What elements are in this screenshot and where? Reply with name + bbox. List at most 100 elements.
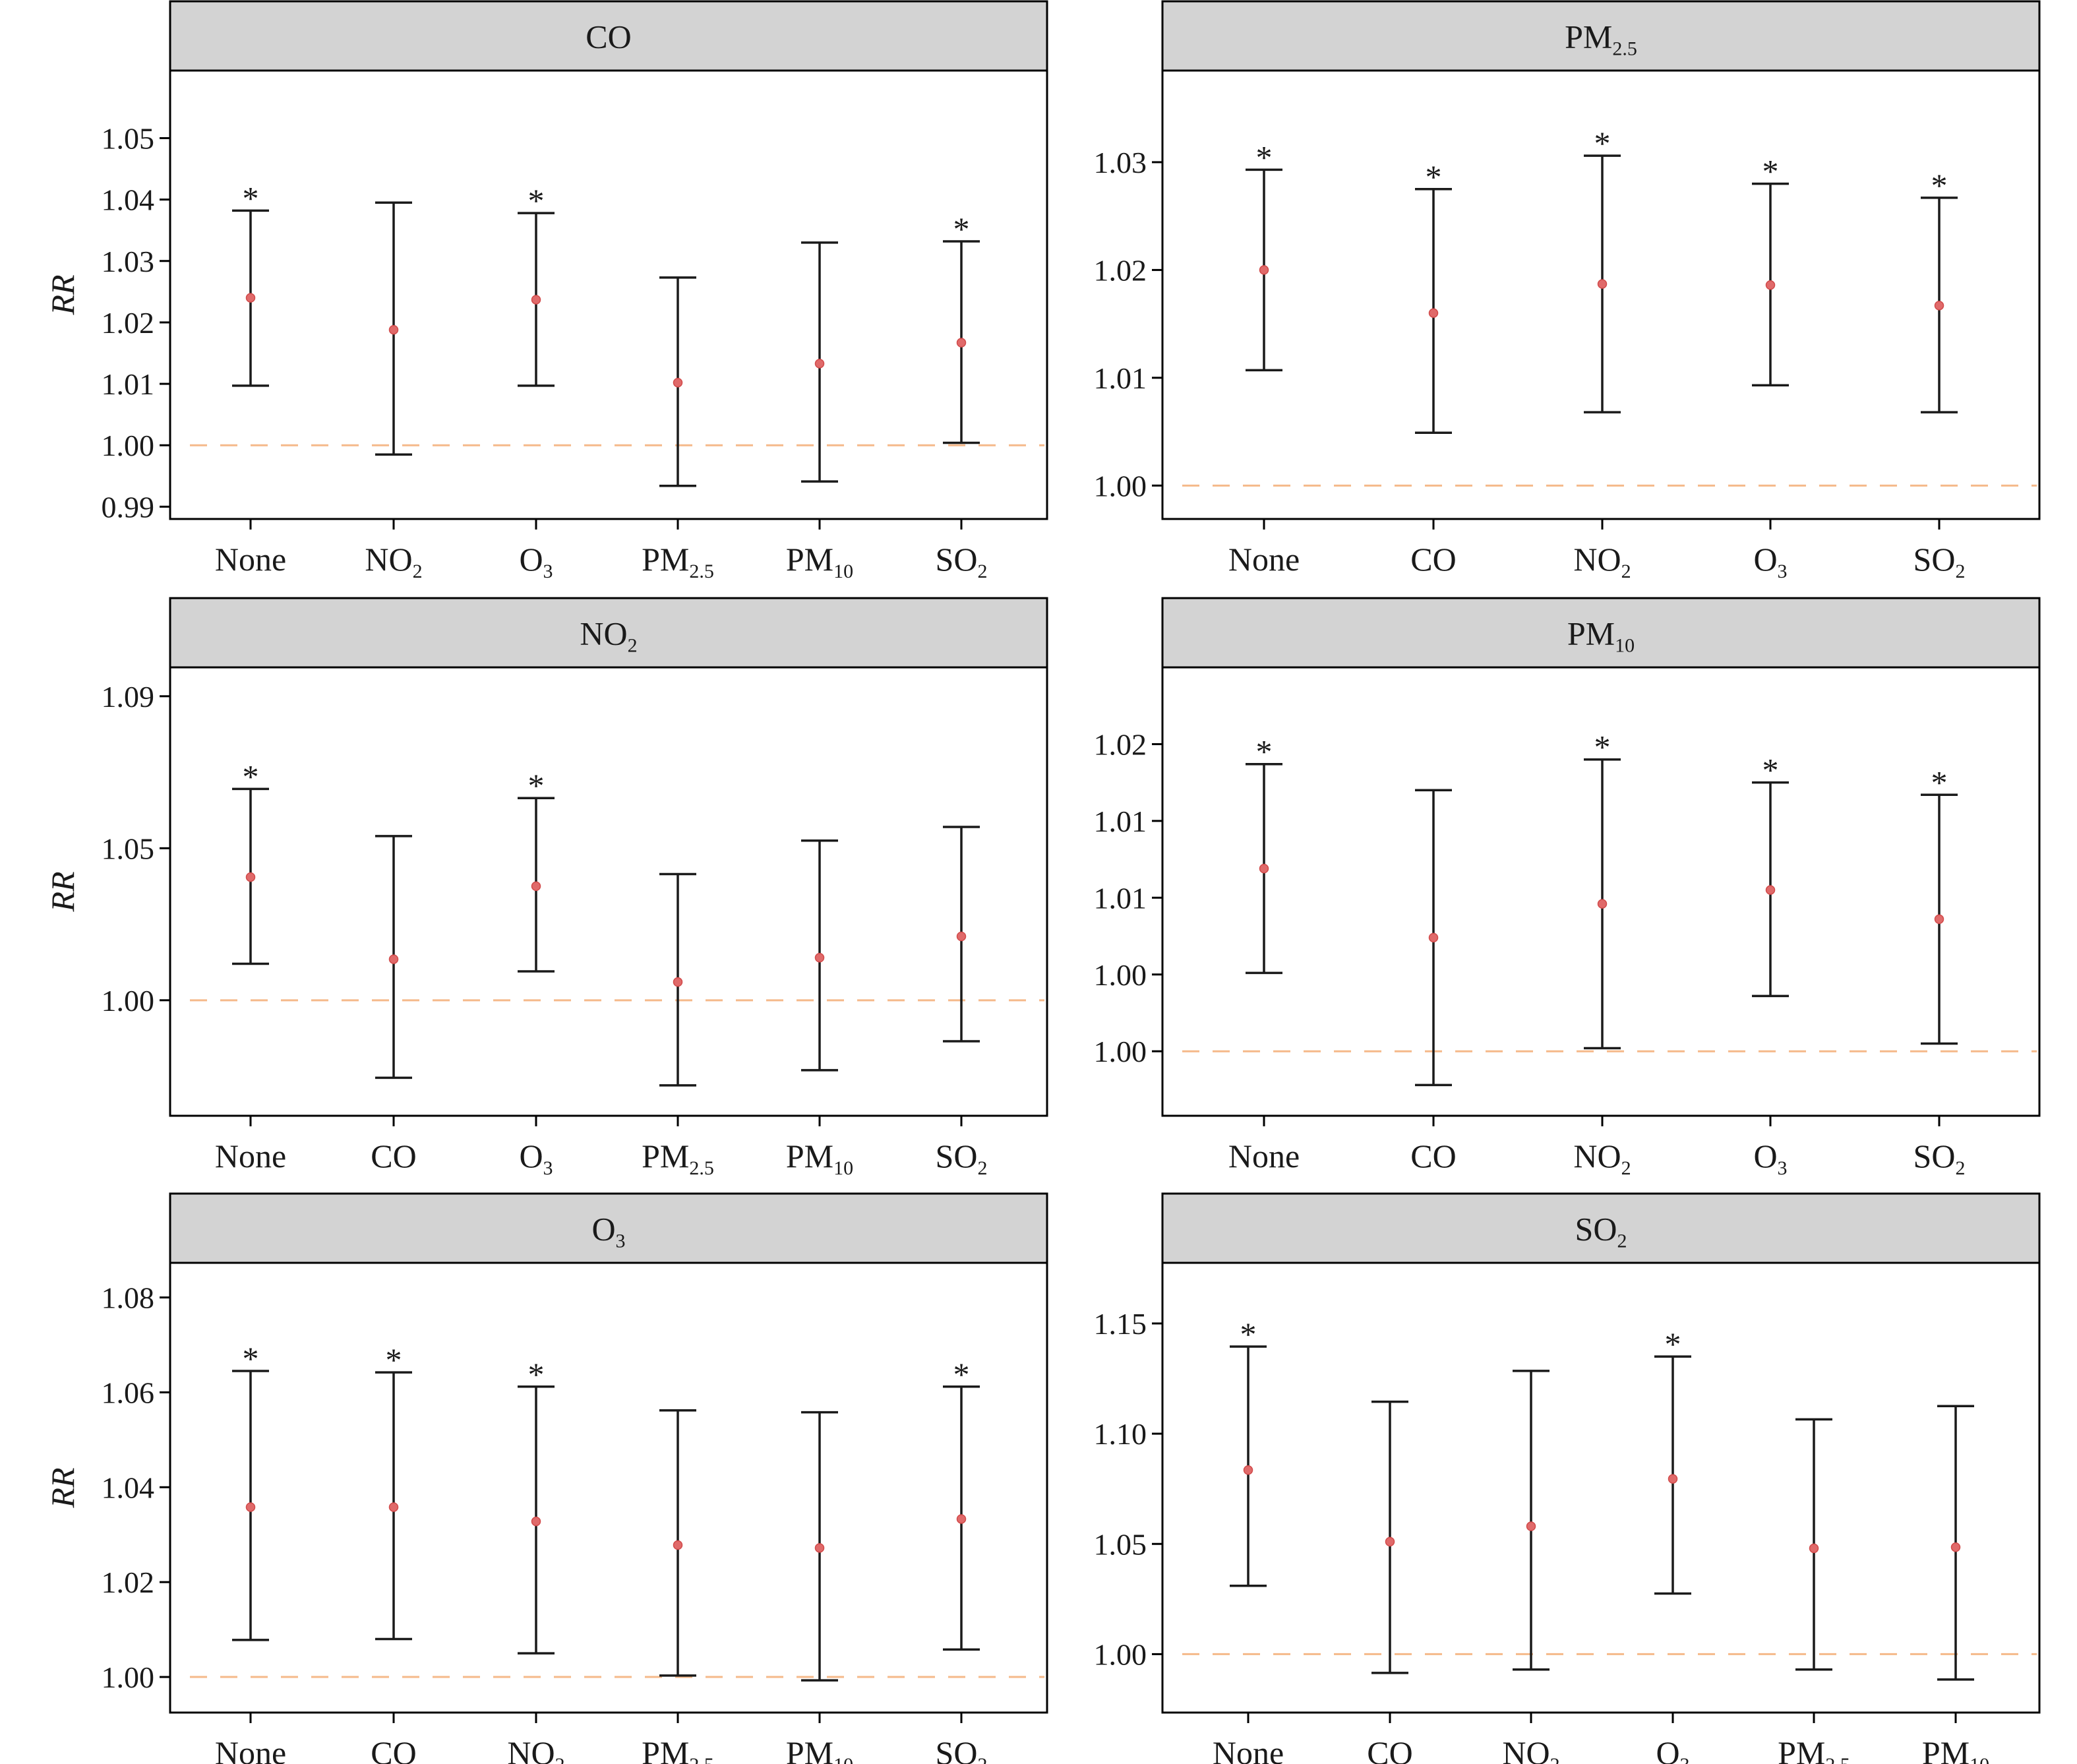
x-tick-label: NO2 — [1573, 1138, 1631, 1179]
estimate-point — [388, 954, 399, 964]
x-tick-label: CO — [1410, 1138, 1456, 1174]
panel-pm10: PM10 1.00 1.00 1.01 1.01 1.02 None * CO NO2 * O3 * SO… — [1094, 597, 2041, 1179]
y-tick-label: 1.04 — [102, 183, 155, 217]
y-tick-label: 1.02 — [1094, 253, 1147, 287]
x-tick-label: None — [1228, 541, 1300, 578]
significance-marker: * — [386, 1341, 402, 1378]
estimate-point — [673, 1540, 683, 1550]
y-tick-label: 1.00 — [102, 1660, 155, 1694]
estimate-point — [1934, 301, 1944, 311]
y-tick-label: 1.02 — [1094, 727, 1147, 761]
x-tick-label: O3 — [519, 541, 553, 582]
y-tick-label: 1.04 — [102, 1471, 155, 1504]
x-tick-label: SO2 — [1913, 541, 1966, 582]
panel-title: PM10 — [1567, 615, 1635, 657]
y-tick-label: 1.01 — [1094, 805, 1147, 838]
significance-marker: * — [243, 1340, 259, 1377]
x-tick-label: SO2 — [936, 1734, 988, 1764]
y-tick-label: 1.02 — [102, 306, 155, 340]
estimate-point — [1259, 863, 1269, 874]
estimate-point — [245, 293, 256, 303]
y-tick-label: 1.06 — [102, 1376, 155, 1409]
x-tick-label: None — [1228, 1138, 1300, 1174]
x-tick-label: PM2.5 — [642, 1138, 714, 1179]
y-tick-label: 1.00 — [1094, 469, 1147, 502]
x-tick-label: O3 — [1656, 1734, 1689, 1764]
x-tick-label: NO2 — [1573, 541, 1631, 582]
x-tick-label: SO2 — [1913, 1138, 1966, 1179]
panel-strip — [1161, 0, 2041, 72]
significance-marker: * — [1931, 764, 1948, 801]
y-tick-label: 1.08 — [102, 1281, 155, 1315]
x-tick-label: O3 — [519, 1138, 553, 1179]
estimate-point — [814, 953, 825, 963]
x-tick-label: SO2 — [936, 1138, 988, 1179]
y-axis-label: RR — [44, 1467, 81, 1508]
y-tick-label: 1.03 — [1094, 146, 1147, 179]
x-tick-label: PM2.5 — [642, 541, 714, 582]
y-tick-label: 1.03 — [102, 245, 155, 278]
y-tick-label: 1.00 — [1094, 1637, 1147, 1671]
significance-marker: * — [243, 758, 259, 795]
estimate-point — [245, 872, 256, 882]
plot-frame — [169, 666, 1048, 1117]
y-tick-label: 1.10 — [1094, 1417, 1147, 1451]
estimate-point — [1765, 280, 1776, 290]
y-tick-label: 1.05 — [102, 832, 155, 865]
x-tick-label: None — [215, 1138, 286, 1174]
plot-frame — [169, 1262, 1048, 1714]
panel-title: CO — [586, 18, 631, 55]
panel-strip — [169, 597, 1048, 669]
significance-marker: * — [528, 1356, 545, 1393]
estimate-point — [1597, 899, 1608, 909]
estimate-point — [1597, 279, 1608, 289]
x-tick-label: PM10 — [786, 1734, 853, 1764]
x-tick-label: CO — [1410, 541, 1456, 578]
significance-marker: * — [1665, 1325, 1681, 1362]
estimate-point — [388, 324, 399, 335]
x-tick-label: CO — [371, 1734, 416, 1764]
y-tick-label: 1.01 — [1094, 361, 1147, 395]
panel-co: CO 0.99 1.00 1.01 1.02 1.03 1.04 1.05 RR None * NO2… — [44, 0, 1048, 582]
estimate-point — [956, 1514, 967, 1524]
x-tick-label: O3 — [1753, 541, 1787, 582]
plot-frame — [1161, 1262, 2041, 1714]
estimate-point — [673, 377, 683, 388]
x-tick-label: CO — [371, 1138, 416, 1174]
x-tick-label: NO2 — [1502, 1734, 1559, 1764]
y-tick-label: 1.01 — [1094, 881, 1147, 915]
y-tick-label: 1.09 — [102, 680, 155, 714]
significance-marker: * — [1762, 153, 1779, 190]
panel-strip — [169, 0, 1048, 72]
x-tick-label: None — [215, 1734, 286, 1764]
estimate-point — [1243, 1465, 1253, 1475]
x-tick-label: CO — [1367, 1734, 1412, 1764]
x-tick-label: PM2.5 — [642, 1734, 714, 1764]
estimate-point — [1950, 1542, 1961, 1552]
x-tick-label: PM10 — [1922, 1734, 1989, 1764]
estimate-point — [1385, 1536, 1395, 1547]
significance-marker: * — [1762, 752, 1779, 789]
significance-marker: * — [528, 182, 545, 219]
y-tick-label: 1.00 — [102, 429, 155, 462]
y-tick-label: 1.01 — [102, 367, 155, 401]
panel-strip — [1161, 1192, 2041, 1264]
x-tick-label: SO2 — [936, 541, 988, 582]
estimate-point — [1934, 914, 1944, 925]
x-tick-label: NO2 — [507, 1734, 564, 1764]
significance-marker: * — [1426, 158, 1442, 195]
y-tick-label: 1.00 — [102, 984, 155, 1018]
estimate-point — [388, 1502, 399, 1512]
x-tick-label: NO2 — [365, 541, 422, 582]
panel-strip — [169, 1192, 1048, 1264]
estimate-point — [1668, 1474, 1678, 1484]
y-tick-label: 1.05 — [102, 121, 155, 155]
plot-frame — [1161, 666, 2041, 1117]
estimate-point — [814, 1543, 825, 1553]
x-tick-label: O3 — [1753, 1138, 1787, 1179]
panel-title: NO2 — [580, 615, 637, 657]
estimate-point — [1428, 308, 1439, 319]
plot-frame — [169, 69, 1048, 520]
significance-marker: * — [1594, 125, 1611, 162]
estimate-point — [531, 881, 541, 892]
